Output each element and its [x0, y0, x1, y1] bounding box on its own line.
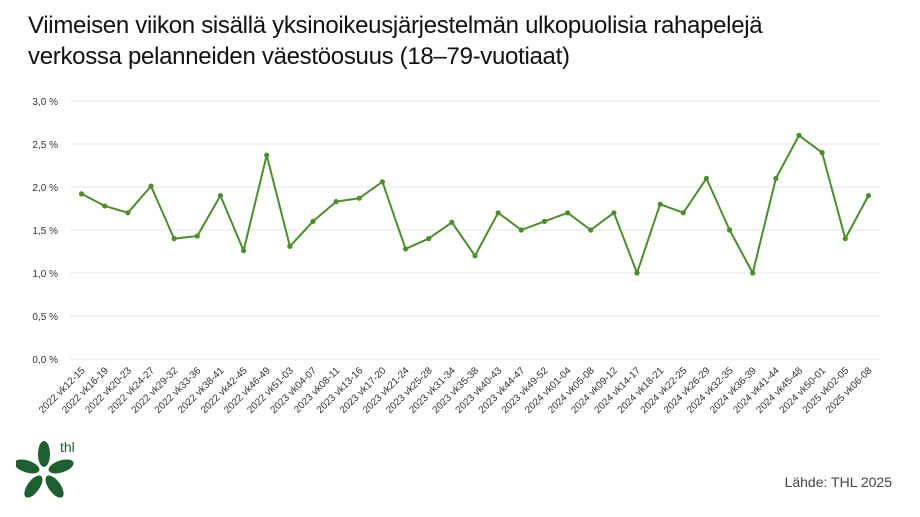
- data-point: [541, 218, 548, 224]
- data-point: [194, 233, 200, 239]
- series-line: [81, 134, 870, 274]
- thl-logo: thl: [16, 439, 75, 498]
- data-point: [865, 193, 872, 199]
- data-point: [796, 132, 802, 138]
- data-point: [518, 227, 524, 233]
- y-tick-label: 1,5 %: [32, 226, 58, 237]
- data-point: [588, 227, 594, 233]
- data-point: [148, 183, 154, 189]
- data-point: [287, 243, 293, 249]
- y-tick-label: 2,0 %: [32, 183, 58, 194]
- data-point: [472, 253, 478, 259]
- source-note: Lähde: THL 2025: [784, 474, 892, 490]
- data-point: [680, 210, 686, 216]
- data-point: [78, 191, 85, 197]
- y-tick-label: 0,0 %: [32, 355, 58, 366]
- data-point: [703, 175, 710, 181]
- data-point: [356, 195, 362, 201]
- data-point: [819, 150, 825, 156]
- data-point: [449, 219, 455, 225]
- data-point: [402, 246, 409, 252]
- data-point: [842, 236, 848, 242]
- data-point: [240, 248, 247, 254]
- data-point: [564, 210, 571, 216]
- chart-title-line-2: verkossa pelanneiden väestöosuus (18–79-…: [28, 43, 570, 70]
- data-point: [611, 210, 617, 216]
- data-point: [495, 210, 501, 216]
- thl-leaf-flower-icon: [16, 441, 74, 498]
- data-point: [333, 199, 339, 205]
- data-point: [102, 203, 108, 209]
- data-point: [773, 175, 779, 181]
- y-tick-label: 2,5 %: [32, 140, 58, 151]
- chart-title: Viimeisen viikon sisällä yksinoikeusjärj…: [28, 10, 898, 72]
- data-point: [264, 152, 270, 158]
- data-point: [125, 210, 131, 216]
- data-point: [726, 227, 733, 233]
- data-point: [634, 270, 640, 276]
- data-point: [657, 201, 663, 207]
- data-point: [217, 193, 224, 199]
- y-tick-label: 3,0 %: [32, 97, 58, 108]
- data-point: [310, 218, 316, 224]
- thl-logo-text: thl: [60, 439, 75, 455]
- data-point: [171, 236, 177, 242]
- data-point: [750, 270, 756, 276]
- y-tick-label: 0,5 %: [32, 312, 58, 323]
- chart-title-line-1: Viimeisen viikon sisällä yksinoikeusjärj…: [28, 12, 763, 39]
- data-point: [426, 236, 432, 242]
- y-tick-label: 1,0 %: [32, 269, 58, 280]
- data-point: [379, 179, 386, 185]
